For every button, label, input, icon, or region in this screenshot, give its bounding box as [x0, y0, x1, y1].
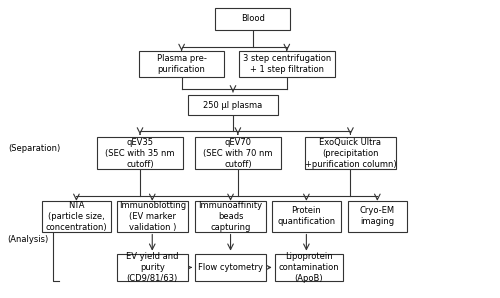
FancyBboxPatch shape	[117, 201, 188, 232]
Text: NTA
(particle size,
concentration): NTA (particle size, concentration)	[46, 201, 107, 232]
Text: qEV35
(SEC with 35 nm
cutoff): qEV35 (SEC with 35 nm cutoff)	[106, 138, 175, 169]
FancyBboxPatch shape	[97, 137, 183, 170]
FancyBboxPatch shape	[305, 137, 396, 170]
FancyBboxPatch shape	[42, 201, 110, 232]
Text: (Analysis): (Analysis)	[7, 235, 48, 244]
Text: Immunoaffinity
beads
capturing: Immunoaffinity beads capturing	[198, 201, 262, 232]
FancyBboxPatch shape	[195, 201, 266, 232]
Text: Immunoblotting
(EV marker
validation ): Immunoblotting (EV marker validation )	[118, 201, 186, 232]
FancyBboxPatch shape	[188, 95, 278, 115]
FancyBboxPatch shape	[139, 51, 224, 77]
Text: ExoQuick Ultra
(precipitation
+purification column): ExoQuick Ultra (precipitation +purificat…	[304, 138, 396, 169]
Text: 3 step centrifugation
+ 1 step filtration: 3 step centrifugation + 1 step filtratio…	[242, 54, 331, 74]
FancyBboxPatch shape	[195, 137, 280, 170]
Text: Lipoprotein
contamination
(ApoB): Lipoprotein contamination (ApoB)	[278, 252, 339, 283]
Text: 250 μl plasma: 250 μl plasma	[204, 101, 262, 110]
FancyBboxPatch shape	[348, 201, 406, 232]
FancyBboxPatch shape	[272, 201, 340, 232]
FancyBboxPatch shape	[117, 254, 188, 281]
FancyBboxPatch shape	[239, 51, 334, 77]
FancyBboxPatch shape	[195, 254, 266, 281]
Text: Cryo-EM
imaging: Cryo-EM imaging	[360, 206, 395, 226]
FancyBboxPatch shape	[274, 254, 343, 281]
Text: Plasma pre-
purification: Plasma pre- purification	[156, 54, 206, 74]
Text: Protein
quantification: Protein quantification	[278, 206, 336, 226]
Text: qEV70
(SEC with 70 nm
cutoff): qEV70 (SEC with 70 nm cutoff)	[203, 138, 272, 169]
Text: (Separation): (Separation)	[8, 145, 61, 153]
FancyBboxPatch shape	[214, 8, 290, 30]
Text: Blood: Blood	[240, 14, 264, 23]
Text: Flow cytometry: Flow cytometry	[198, 263, 263, 272]
Text: EV yield and
purity
(CD9/81/63): EV yield and purity (CD9/81/63)	[126, 252, 178, 283]
